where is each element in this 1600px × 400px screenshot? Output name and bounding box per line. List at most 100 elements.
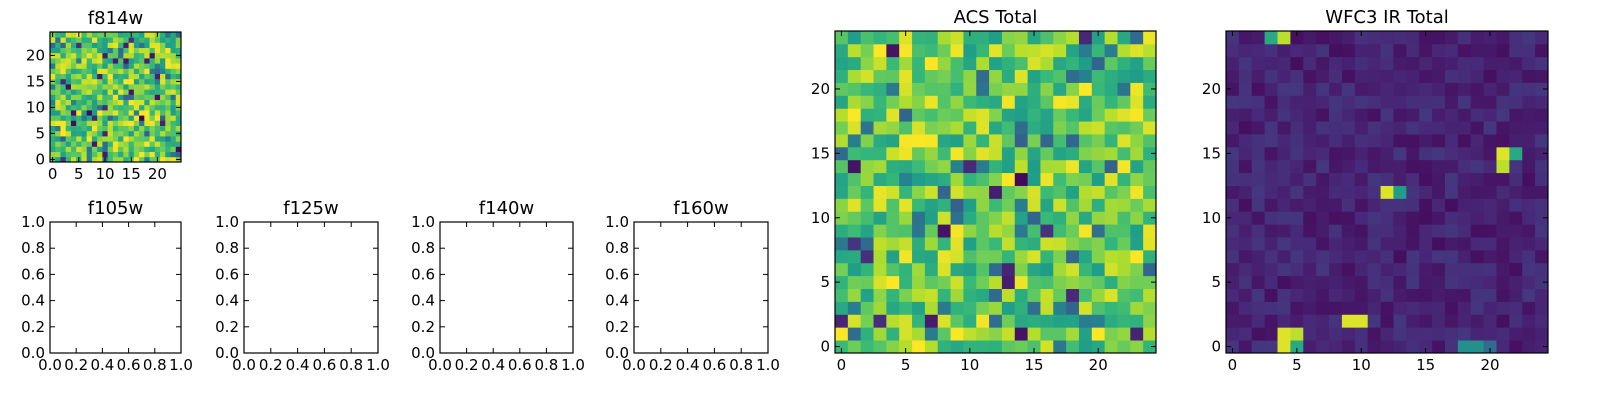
heatmap-cell — [1143, 249, 1157, 264]
heatmap-cell — [1277, 95, 1291, 109]
heatmap-cell — [1432, 288, 1446, 302]
heatmap-cell — [1078, 275, 1093, 289]
heatmap-cell — [1091, 249, 1106, 264]
heatmap-cell — [1226, 82, 1240, 96]
heatmap-cell — [160, 146, 166, 152]
heatmap-cell — [1027, 172, 1041, 186]
heatmap-cell — [1104, 82, 1118, 96]
heatmap-cell — [118, 156, 124, 163]
heatmap-cell — [1251, 134, 1266, 148]
heatmap-cell — [1143, 95, 1157, 109]
heatmap-cell — [1238, 288, 1253, 302]
heatmap-cell — [1027, 249, 1041, 264]
heatmap-cell — [144, 47, 150, 54]
heatmap-cell — [139, 73, 145, 80]
heatmap-cell — [165, 156, 171, 163]
heatmap-cell — [81, 63, 88, 69]
heatmap-cell — [91, 63, 98, 69]
y-tick-label: 0.8 — [605, 239, 629, 257]
heatmap-cell — [1014, 288, 1028, 302]
heatmap-cell — [1130, 134, 1144, 148]
heatmap-cell — [170, 37, 177, 43]
heatmap-cell — [1053, 31, 1067, 45]
heatmap-cell — [76, 68, 82, 74]
heatmap-cell — [1117, 31, 1131, 45]
heatmap-cell — [154, 130, 161, 137]
heatmap-cell — [924, 314, 939, 328]
heatmap-cell — [86, 89, 93, 95]
heatmap-cell — [1001, 134, 1016, 148]
heatmap-cell — [60, 151, 67, 158]
heatmap-cell — [1341, 159, 1356, 174]
heatmap-cell — [1078, 172, 1093, 186]
heatmap-cell — [1066, 262, 1080, 277]
y-tick-label: 20 — [1202, 80, 1221, 98]
heatmap-cell — [165, 130, 171, 137]
heatmap-cell — [1419, 301, 1433, 315]
heatmap-cell — [154, 125, 161, 132]
heatmap-cell — [1053, 146, 1067, 161]
heatmap-cell — [160, 99, 166, 106]
heatmap-cell — [1053, 327, 1067, 341]
heatmap-cell — [170, 84, 177, 90]
heatmap-cell — [128, 146, 135, 152]
heatmap-cell — [65, 120, 72, 126]
heatmap-cell — [1078, 314, 1093, 328]
heatmap-cell — [1483, 146, 1497, 161]
heatmap-cell — [139, 47, 145, 54]
heatmap-cell — [1380, 262, 1394, 277]
heatmap-cell — [847, 69, 862, 83]
heatmap-cell — [55, 104, 61, 111]
y-tick-label: 1.0 — [215, 213, 239, 231]
heatmap-cell — [1393, 82, 1407, 96]
heatmap-cell — [1277, 327, 1291, 341]
heatmap-cell — [1303, 43, 1317, 58]
heatmap-cell — [1419, 288, 1433, 302]
heatmap-cell — [81, 73, 88, 80]
heatmap-cell — [128, 104, 135, 111]
heatmap-cell — [86, 52, 93, 59]
axes-frame — [49, 221, 182, 354]
heatmap-cell — [76, 47, 82, 54]
heatmap-cell — [1444, 198, 1459, 212]
heatmap-cell — [144, 141, 150, 147]
heatmap-cell — [154, 99, 161, 106]
heatmap-cell — [144, 32, 150, 38]
heatmap-cell — [1329, 211, 1343, 225]
x-tick-label: 1.0 — [366, 356, 390, 374]
heatmap-cell — [118, 136, 124, 142]
heatmap-cell — [165, 104, 171, 111]
heatmap-cell — [55, 99, 61, 106]
heatmap-cell — [976, 146, 990, 161]
y-tick-label: 10 — [811, 209, 830, 227]
heatmap-cell — [1117, 121, 1131, 135]
heatmap-cell — [50, 58, 56, 64]
heatmap-cell — [886, 237, 900, 251]
heatmap-cell — [123, 37, 129, 43]
heatmap-cell — [149, 104, 156, 111]
heatmap-cell — [1509, 211, 1523, 225]
heatmap-cell — [1290, 237, 1304, 251]
heatmap-cell — [70, 84, 77, 90]
heatmap-cell — [154, 110, 161, 116]
heatmap-cell — [1091, 108, 1106, 122]
heatmap-cell — [76, 104, 82, 111]
heatmap-cell — [1143, 43, 1157, 58]
heatmap-cell — [1303, 275, 1317, 289]
heatmap-cell — [97, 125, 103, 132]
heatmap-cell — [886, 211, 900, 225]
heatmap-cell — [899, 108, 913, 122]
heatmap-cell — [1303, 301, 1317, 315]
heatmap-cell — [1470, 340, 1484, 354]
heatmap-cell — [1329, 224, 1343, 238]
heatmap-cell — [1354, 95, 1369, 109]
heatmap-cell — [144, 104, 150, 111]
heatmap-cell — [70, 78, 77, 85]
heatmap-cell — [1040, 95, 1054, 109]
heatmap-cell — [899, 82, 913, 96]
heatmap-cell — [1130, 262, 1144, 277]
heatmap-cell — [989, 31, 1003, 45]
heatmap-cell — [1341, 262, 1356, 277]
heatmap-cell — [1251, 185, 1266, 199]
heatmap-cell — [1444, 108, 1459, 122]
